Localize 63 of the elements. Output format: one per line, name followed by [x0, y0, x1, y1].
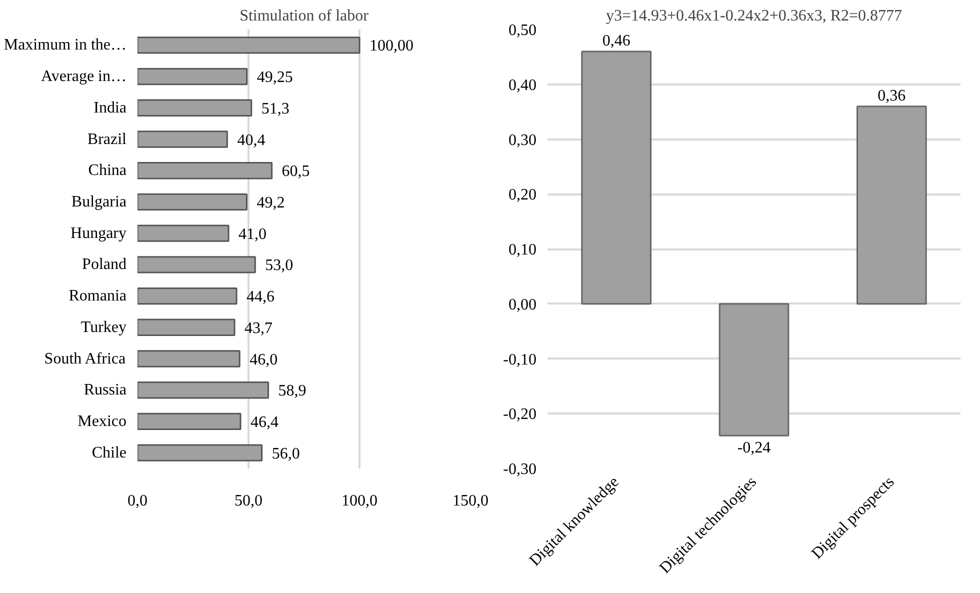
- x-tick-label: 100,0: [342, 492, 378, 510]
- bar: [138, 36, 360, 54]
- y-tick-label: Poland: [82, 256, 127, 274]
- bar: [138, 68, 248, 86]
- bar: [138, 99, 252, 116]
- y-tick-label: Hungary: [70, 224, 126, 242]
- y-tick-label: 0,20: [508, 186, 536, 204]
- y-tick-label: 0,50: [508, 22, 536, 39]
- bar: [581, 50, 652, 305]
- bar: [138, 350, 240, 368]
- bar: [138, 412, 242, 430]
- x-tick-label: 50,0: [234, 492, 262, 510]
- y-tick-label: Average in…: [41, 68, 127, 86]
- data-label: 46,0: [250, 351, 278, 368]
- data-label: 100,00: [370, 38, 414, 55]
- bar: [138, 287, 238, 305]
- bar: [138, 224, 230, 242]
- data-label: 51,3: [261, 100, 290, 118]
- y-tick-label: India: [94, 99, 126, 116]
- data-label: 56,0: [272, 445, 300, 462]
- data-label: 49,2: [256, 194, 285, 212]
- data-label: 41,0: [238, 226, 267, 243]
- y-tick-label: Russia: [84, 382, 126, 399]
- chart-title: Stimulation of labor: [240, 8, 370, 24]
- data-label: 40,4: [237, 132, 266, 149]
- y-tick-label: 0,00: [508, 296, 536, 314]
- bar: [718, 303, 790, 436]
- data-label: 43,7: [244, 320, 273, 337]
- y-tick-label: South Africa: [44, 350, 126, 368]
- chart-title: y3=14.93+0.46x1-0.24x2+0.36x3, R2=0.8777: [606, 8, 902, 24]
- y-tick-label: Romania: [68, 288, 126, 305]
- y-tick-label: Bulgaria: [71, 193, 126, 210]
- data-label: 60,5: [282, 163, 310, 180]
- y-tick-label: 0,10: [508, 242, 536, 258]
- y-tick-label: China: [88, 162, 126, 180]
- y-tick-label: -0,20: [503, 406, 536, 424]
- data-label: 0,46: [602, 32, 630, 50]
- data-label: -0,24: [737, 440, 771, 457]
- data-label: 58,9: [278, 382, 306, 400]
- y-tick-label: Chile: [92, 444, 127, 462]
- data-label: 49,25: [256, 69, 293, 86]
- y-tick-label: Mexico: [78, 412, 126, 430]
- y-tick-label: Maximum in the…: [4, 36, 126, 54]
- y-tick-label: -0,30: [503, 461, 536, 478]
- y-tick-label: Turkey: [80, 318, 126, 336]
- x-tick-label: 150,0: [452, 492, 488, 510]
- bar: [138, 256, 256, 274]
- y-tick-label: Brazil: [87, 130, 128, 148]
- data-label: 0,36: [878, 87, 906, 104]
- y-tick-label: -0,10: [503, 351, 536, 368]
- y-tick-label: 0,40: [508, 76, 536, 94]
- bar: [138, 193, 248, 211]
- x-tick-label: 0,0: [128, 492, 148, 510]
- y-tick-label: 0,30: [508, 132, 536, 149]
- data-label: 53,0: [265, 257, 294, 274]
- bar: [138, 382, 270, 399]
- data-label: 46,4: [250, 414, 279, 431]
- bar: [138, 318, 236, 336]
- bar: [138, 444, 263, 462]
- bar: [856, 106, 927, 305]
- data-label: 44,6: [246, 288, 275, 306]
- bar: [138, 130, 228, 148]
- bar: [138, 162, 273, 180]
